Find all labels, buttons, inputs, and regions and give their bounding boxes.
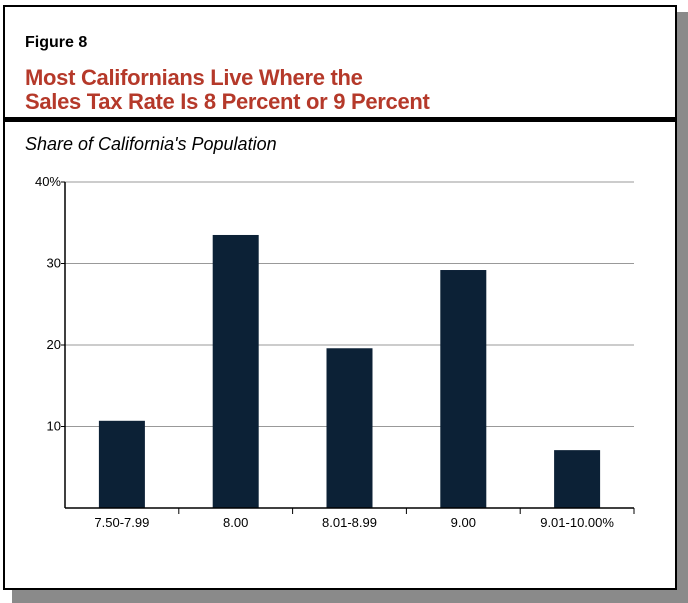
y-tick-label: 20 [47,337,61,352]
bar [326,348,373,508]
bar [440,270,487,508]
bar [212,234,259,508]
bar [98,420,145,508]
x-tick-label: 9.01-10.00% [540,515,614,530]
x-tick-label: 7.50-7.99 [94,515,149,530]
bar [554,450,601,508]
title-divider [5,117,675,122]
figure-label: Figure 8 [25,34,88,51]
x-tick-label: 8.01-8.99 [322,515,377,530]
x-tick-label: 8.00 [223,515,248,530]
title-line-1: Most Californians Live Where the [25,65,363,90]
y-tick-label: 40% [35,174,61,189]
x-tick-label: 9.00 [451,515,476,530]
y-tick-label: 30 [47,256,61,271]
title-line-2: Sales Tax Rate Is 8 Percent or 9 Percent [25,89,430,114]
chart-title: Most Californians Live Where the Sales T… [25,66,430,114]
y-tick-label: 10 [47,419,61,434]
y-axis-label: Share of California's Population [25,134,277,154]
